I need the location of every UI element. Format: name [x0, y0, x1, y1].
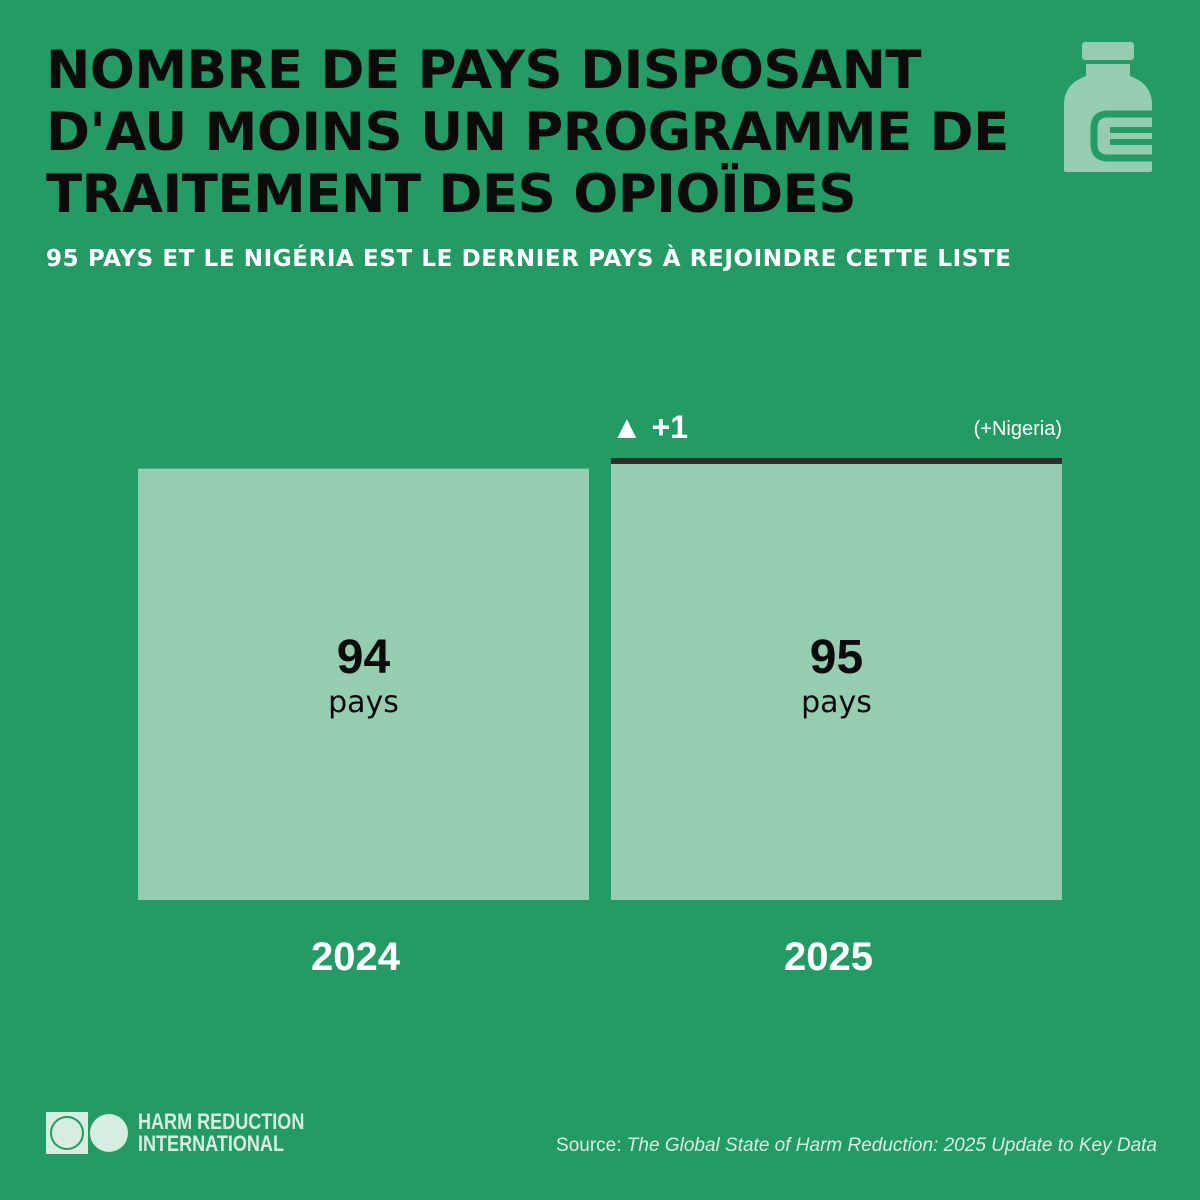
- bar-value-label: 94: [337, 631, 391, 684]
- source-note: Source: The Global State of Harm Reducti…: [556, 1135, 1157, 1157]
- logo-mark-icon: [46, 1110, 128, 1156]
- chart-title: NOMBRE DE PAYS DISPOSANT D'AU MOINS UN P…: [46, 40, 1009, 225]
- source-title: The Global State of Harm Reduction: 2025…: [626, 1135, 1157, 1156]
- harm-reduction-international-logo: HARM REDUCTION INTERNATIONAL: [46, 1110, 341, 1156]
- source-prefix: Source:: [556, 1135, 627, 1156]
- x-tick-label: 2025: [784, 935, 873, 979]
- bar-2024: [138, 468, 589, 900]
- logo-wordmark: HARM REDUCTION INTERNATIONAL: [138, 1111, 304, 1155]
- increase-line: [611, 458, 1062, 464]
- bar-2025: [611, 462, 1062, 900]
- bar-unit-label: pays: [328, 685, 399, 720]
- chart-subtitle: 95 PAYS ET LE NIGÉRIA EST LE DERNIER PAY…: [46, 246, 1012, 272]
- logo-line-2: INTERNATIONAL: [138, 1131, 284, 1156]
- medicine-bottle-icon: [1064, 42, 1154, 172]
- bar-value-label: 95: [810, 631, 863, 684]
- increase-note: (+Nigeria): [974, 418, 1062, 440]
- bar-unit-label: pays: [801, 685, 872, 720]
- logo-line-1: HARM REDUCTION: [138, 1109, 305, 1134]
- x-tick-label: 2024: [311, 935, 401, 979]
- increase-label: ▲ +1: [611, 409, 688, 445]
